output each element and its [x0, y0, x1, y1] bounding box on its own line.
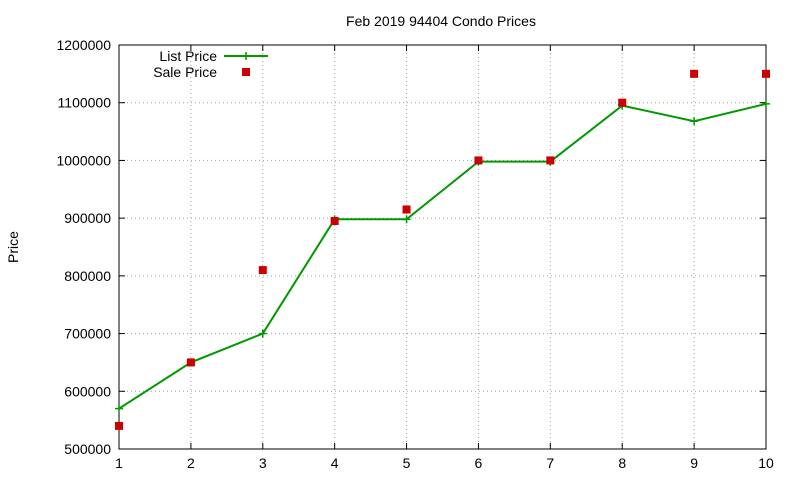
sale-price-point	[546, 156, 555, 165]
sale-price-point	[402, 205, 411, 214]
list-price-point	[115, 404, 123, 413]
y-tick-label: 1100000	[58, 95, 112, 111]
series	[115, 69, 770, 430]
list-price-point	[402, 215, 411, 224]
x-tick-labels: 1 2 3 4 5 6 7 8 9 10	[115, 455, 774, 471]
x-tick-label: 2	[187, 455, 195, 471]
y-tick-labels: 500000 600000 700000 800000 900000 1000000 110…	[56, 37, 111, 457]
x-tick-label: 5	[403, 455, 411, 471]
sale-price-point	[186, 358, 195, 367]
x-tick-label: 9	[690, 455, 698, 471]
y-tick-label: 900000	[64, 210, 111, 226]
y-tick-label: 1000000	[56, 152, 111, 168]
sale-price-point	[258, 266, 267, 275]
y-tick-label: 700000	[64, 326, 111, 342]
x-tick-label: 4	[331, 455, 339, 471]
series-list-price	[115, 99, 770, 413]
x-tick-label: 6	[475, 455, 483, 471]
chart-title: Feb 2019 94404 Condo Prices	[346, 13, 536, 29]
sale-price-point	[762, 69, 770, 78]
series-sale-price	[115, 69, 770, 430]
y-tick-label: 1200000	[56, 37, 111, 53]
sale-price-point	[330, 217, 339, 226]
list-price-line	[118, 102, 767, 410]
y-tick-label: 800000	[64, 268, 111, 284]
y-tick-label: 600000	[64, 383, 111, 399]
y-tick-label: 500000	[64, 441, 111, 457]
legend-label: Sale Price	[153, 64, 217, 80]
sale-price-point	[474, 156, 483, 165]
plot-frame	[118, 44, 767, 450]
x-tick-label: 7	[546, 455, 554, 471]
y-axis-label: Price	[5, 231, 21, 263]
x-tick-label: 10	[758, 455, 774, 471]
sale-price-point	[690, 69, 699, 78]
sale-price-point	[115, 421, 123, 430]
legend-plus-marker	[242, 52, 250, 60]
sale-price-point	[618, 98, 627, 107]
legend-square-marker	[242, 68, 250, 76]
legend-label: List Price	[159, 48, 217, 64]
x-tick-label: 8	[618, 455, 626, 471]
x-tick-label: 3	[259, 455, 267, 471]
grid	[119, 45, 766, 449]
list-price-point	[762, 99, 770, 108]
x-tick-label: 1	[115, 455, 123, 471]
list-price-point	[258, 329, 267, 338]
list-price-point	[690, 117, 699, 126]
axis-ticks	[118, 44, 767, 450]
